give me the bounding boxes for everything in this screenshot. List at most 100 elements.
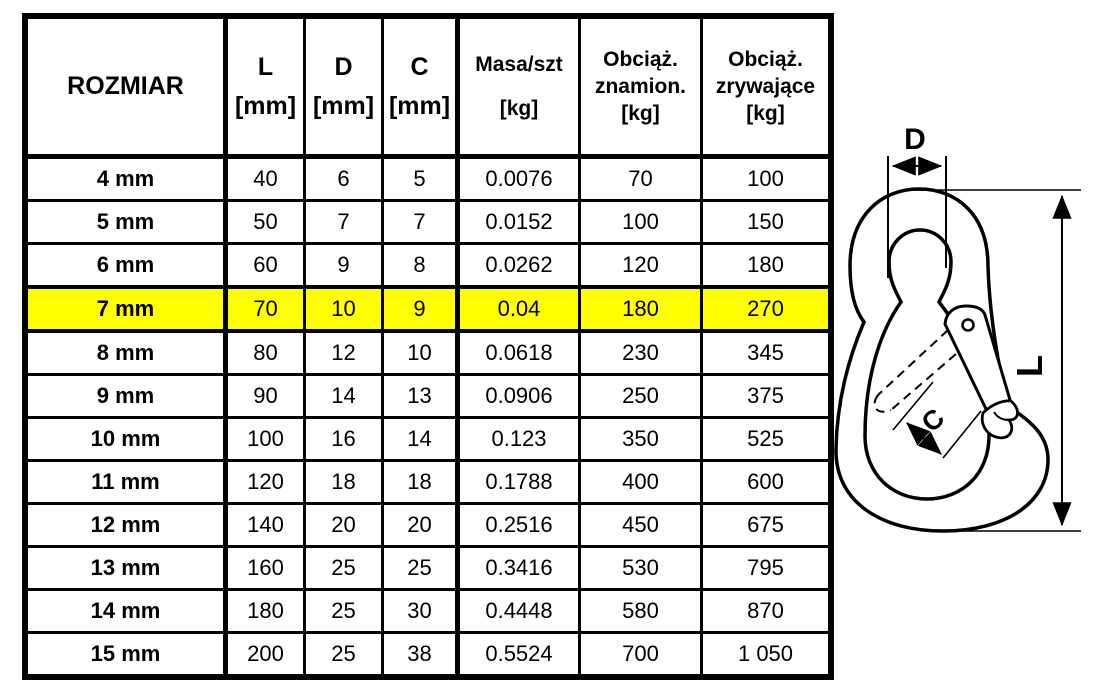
size-cell: 9 mm xyxy=(23,373,228,419)
table-row: 10 mm 100 16 14 0.123 350 525 xyxy=(23,416,833,462)
masa-cell: 0.04 xyxy=(456,285,581,333)
masa-cell: 0.0906 xyxy=(456,373,581,419)
obciaz-zryw-cell: 870 xyxy=(700,588,833,634)
d-cell: 25 xyxy=(303,545,384,591)
table-row: 13 mm 160 25 25 0.3416 530 795 xyxy=(23,545,833,591)
header-d-unit: [mm] xyxy=(312,91,375,120)
obciaz-znam-cell: 400 xyxy=(578,459,703,505)
masa-cell: 0.0618 xyxy=(456,329,581,376)
table-row: 14 mm 180 25 30 0.4448 580 870 xyxy=(23,588,833,634)
carabiner-diagram: C D L xyxy=(834,123,1081,533)
header-d: D [mm] xyxy=(303,14,384,159)
obciaz-zryw-cell: 150 xyxy=(700,199,833,245)
table-row: 6 mm 60 9 8 0.0262 120 180 xyxy=(23,242,833,289)
obciaz-znam-cell: 350 xyxy=(578,416,703,462)
c-cell: 7 xyxy=(381,199,460,245)
obciaz-zryw-cell: 600 xyxy=(700,459,833,505)
size-cell: 7 mm xyxy=(23,285,228,333)
size-cell: 5 mm xyxy=(23,199,228,245)
d-dimension-label: D xyxy=(904,123,926,156)
header-d-symbol: D xyxy=(334,52,353,81)
d-cell: 9 xyxy=(303,242,384,289)
header-l-unit: [mm] xyxy=(234,91,297,120)
c-cell: 13 xyxy=(381,373,460,419)
c-cell: 25 xyxy=(381,545,460,591)
masa-cell: 0.0262 xyxy=(456,242,581,289)
l-cell: 70 xyxy=(224,285,306,333)
size-cell: 10 mm xyxy=(23,416,228,462)
obciaz-zryw-cell: 180 xyxy=(700,242,833,289)
c-cell: 14 xyxy=(381,416,460,462)
header-obciaz-zrywajace: Obciąż. zrywające [kg] xyxy=(700,14,833,159)
masa-cell: 0.3416 xyxy=(456,545,581,591)
header-c-symbol: C xyxy=(410,52,429,81)
header-obciaz-zryw-unit: [kg] xyxy=(746,102,785,126)
table-row: 15 mm 200 25 38 0.5524 700 1 050 xyxy=(23,631,833,679)
header-obciaz-zryw-line2: zrywające xyxy=(715,74,816,98)
c-cell: 8 xyxy=(381,242,460,289)
header-rozmiar-label: ROZMIAR xyxy=(67,72,184,100)
obciaz-zryw-cell: 675 xyxy=(700,502,833,548)
obciaz-znam-cell: 230 xyxy=(578,329,703,376)
d-cell: 16 xyxy=(303,416,384,462)
masa-cell: 0.5524 xyxy=(456,631,581,679)
d-cell: 10 xyxy=(303,285,384,333)
l-cell: 180 xyxy=(224,588,306,634)
obciaz-zryw-cell: 525 xyxy=(700,416,833,462)
spec-table: ROZMIAR L [mm] D [mm] xyxy=(22,13,834,680)
obciaz-znam-cell: 450 xyxy=(578,502,703,548)
c-cell: 20 xyxy=(381,502,460,548)
header-l-symbol: L xyxy=(257,52,274,81)
size-cell: 4 mm xyxy=(23,155,228,202)
c-dimension-arrow xyxy=(906,422,942,455)
header-masa-unit: [kg] xyxy=(499,96,539,120)
table-row: 5 mm 50 7 7 0.0152 100 150 xyxy=(23,199,833,245)
masa-cell: 0.123 xyxy=(456,416,581,462)
table-row: 9 mm 90 14 13 0.0906 250 375 xyxy=(23,373,833,419)
masa-cell: 0.0076 xyxy=(456,155,581,202)
header-obciaz-zryw-line1: Obciąż. xyxy=(728,47,803,71)
gate-pivot-hole xyxy=(961,318,975,332)
l-cell: 40 xyxy=(224,155,306,202)
obciaz-znam-cell: 180 xyxy=(578,285,703,333)
obciaz-zryw-cell: 375 xyxy=(700,373,833,419)
table-row: 8 mm 80 12 10 0.0618 230 345 xyxy=(23,329,833,376)
d-cell: 12 xyxy=(303,329,384,376)
l-cell: 200 xyxy=(224,631,306,679)
c-cell: 30 xyxy=(381,588,460,634)
obciaz-znam-cell: 250 xyxy=(578,373,703,419)
d-dimension: D xyxy=(887,123,947,278)
l-cell: 60 xyxy=(224,242,306,289)
l-cell: 90 xyxy=(224,373,306,419)
size-cell: 11 mm xyxy=(23,459,228,505)
c-dimension: C xyxy=(892,381,982,459)
obciaz-znam-cell: 530 xyxy=(578,545,703,591)
table-row-highlighted: 7 mm 70 10 9 0.04 180 270 xyxy=(23,285,833,333)
size-cell: 15 mm xyxy=(23,631,228,679)
obciaz-znam-cell: 580 xyxy=(578,588,703,634)
obciaz-zryw-cell: 270 xyxy=(700,285,833,333)
l-cell: 140 xyxy=(224,502,306,548)
carabiner-gate xyxy=(943,304,1012,413)
table-row: 4 mm 40 6 5 0.0076 70 100 xyxy=(23,155,833,202)
d-cell: 14 xyxy=(303,373,384,419)
masa-cell: 0.0152 xyxy=(456,199,581,245)
obciaz-znam-cell: 70 xyxy=(578,155,703,202)
l-cell: 120 xyxy=(224,459,306,505)
l-dimension: L xyxy=(903,189,1081,532)
header-row: ROZMIAR L [mm] D [mm] xyxy=(23,14,833,159)
masa-cell: 0.1788 xyxy=(456,459,581,505)
obciaz-znam-cell: 120 xyxy=(578,242,703,289)
page: ROZMIAR L [mm] D [mm] xyxy=(22,13,1081,680)
header-rozmiar: ROZMIAR xyxy=(23,14,228,159)
size-cell: 12 mm xyxy=(23,502,228,548)
table-row: 12 mm 140 20 20 0.2516 450 675 xyxy=(23,502,833,548)
header-c-unit: [mm] xyxy=(388,91,451,120)
header-obciaz-znam-line1: Obciąż. xyxy=(603,47,678,71)
d-cell: 25 xyxy=(303,588,384,634)
header-l: L [mm] xyxy=(224,14,306,159)
header-masa-label: Masa/szt xyxy=(475,53,563,77)
size-cell: 8 mm xyxy=(23,329,228,376)
l-cell: 160 xyxy=(224,545,306,591)
header-obciaz-znamionowe: Obciąż. znamion. [kg] xyxy=(578,14,703,159)
